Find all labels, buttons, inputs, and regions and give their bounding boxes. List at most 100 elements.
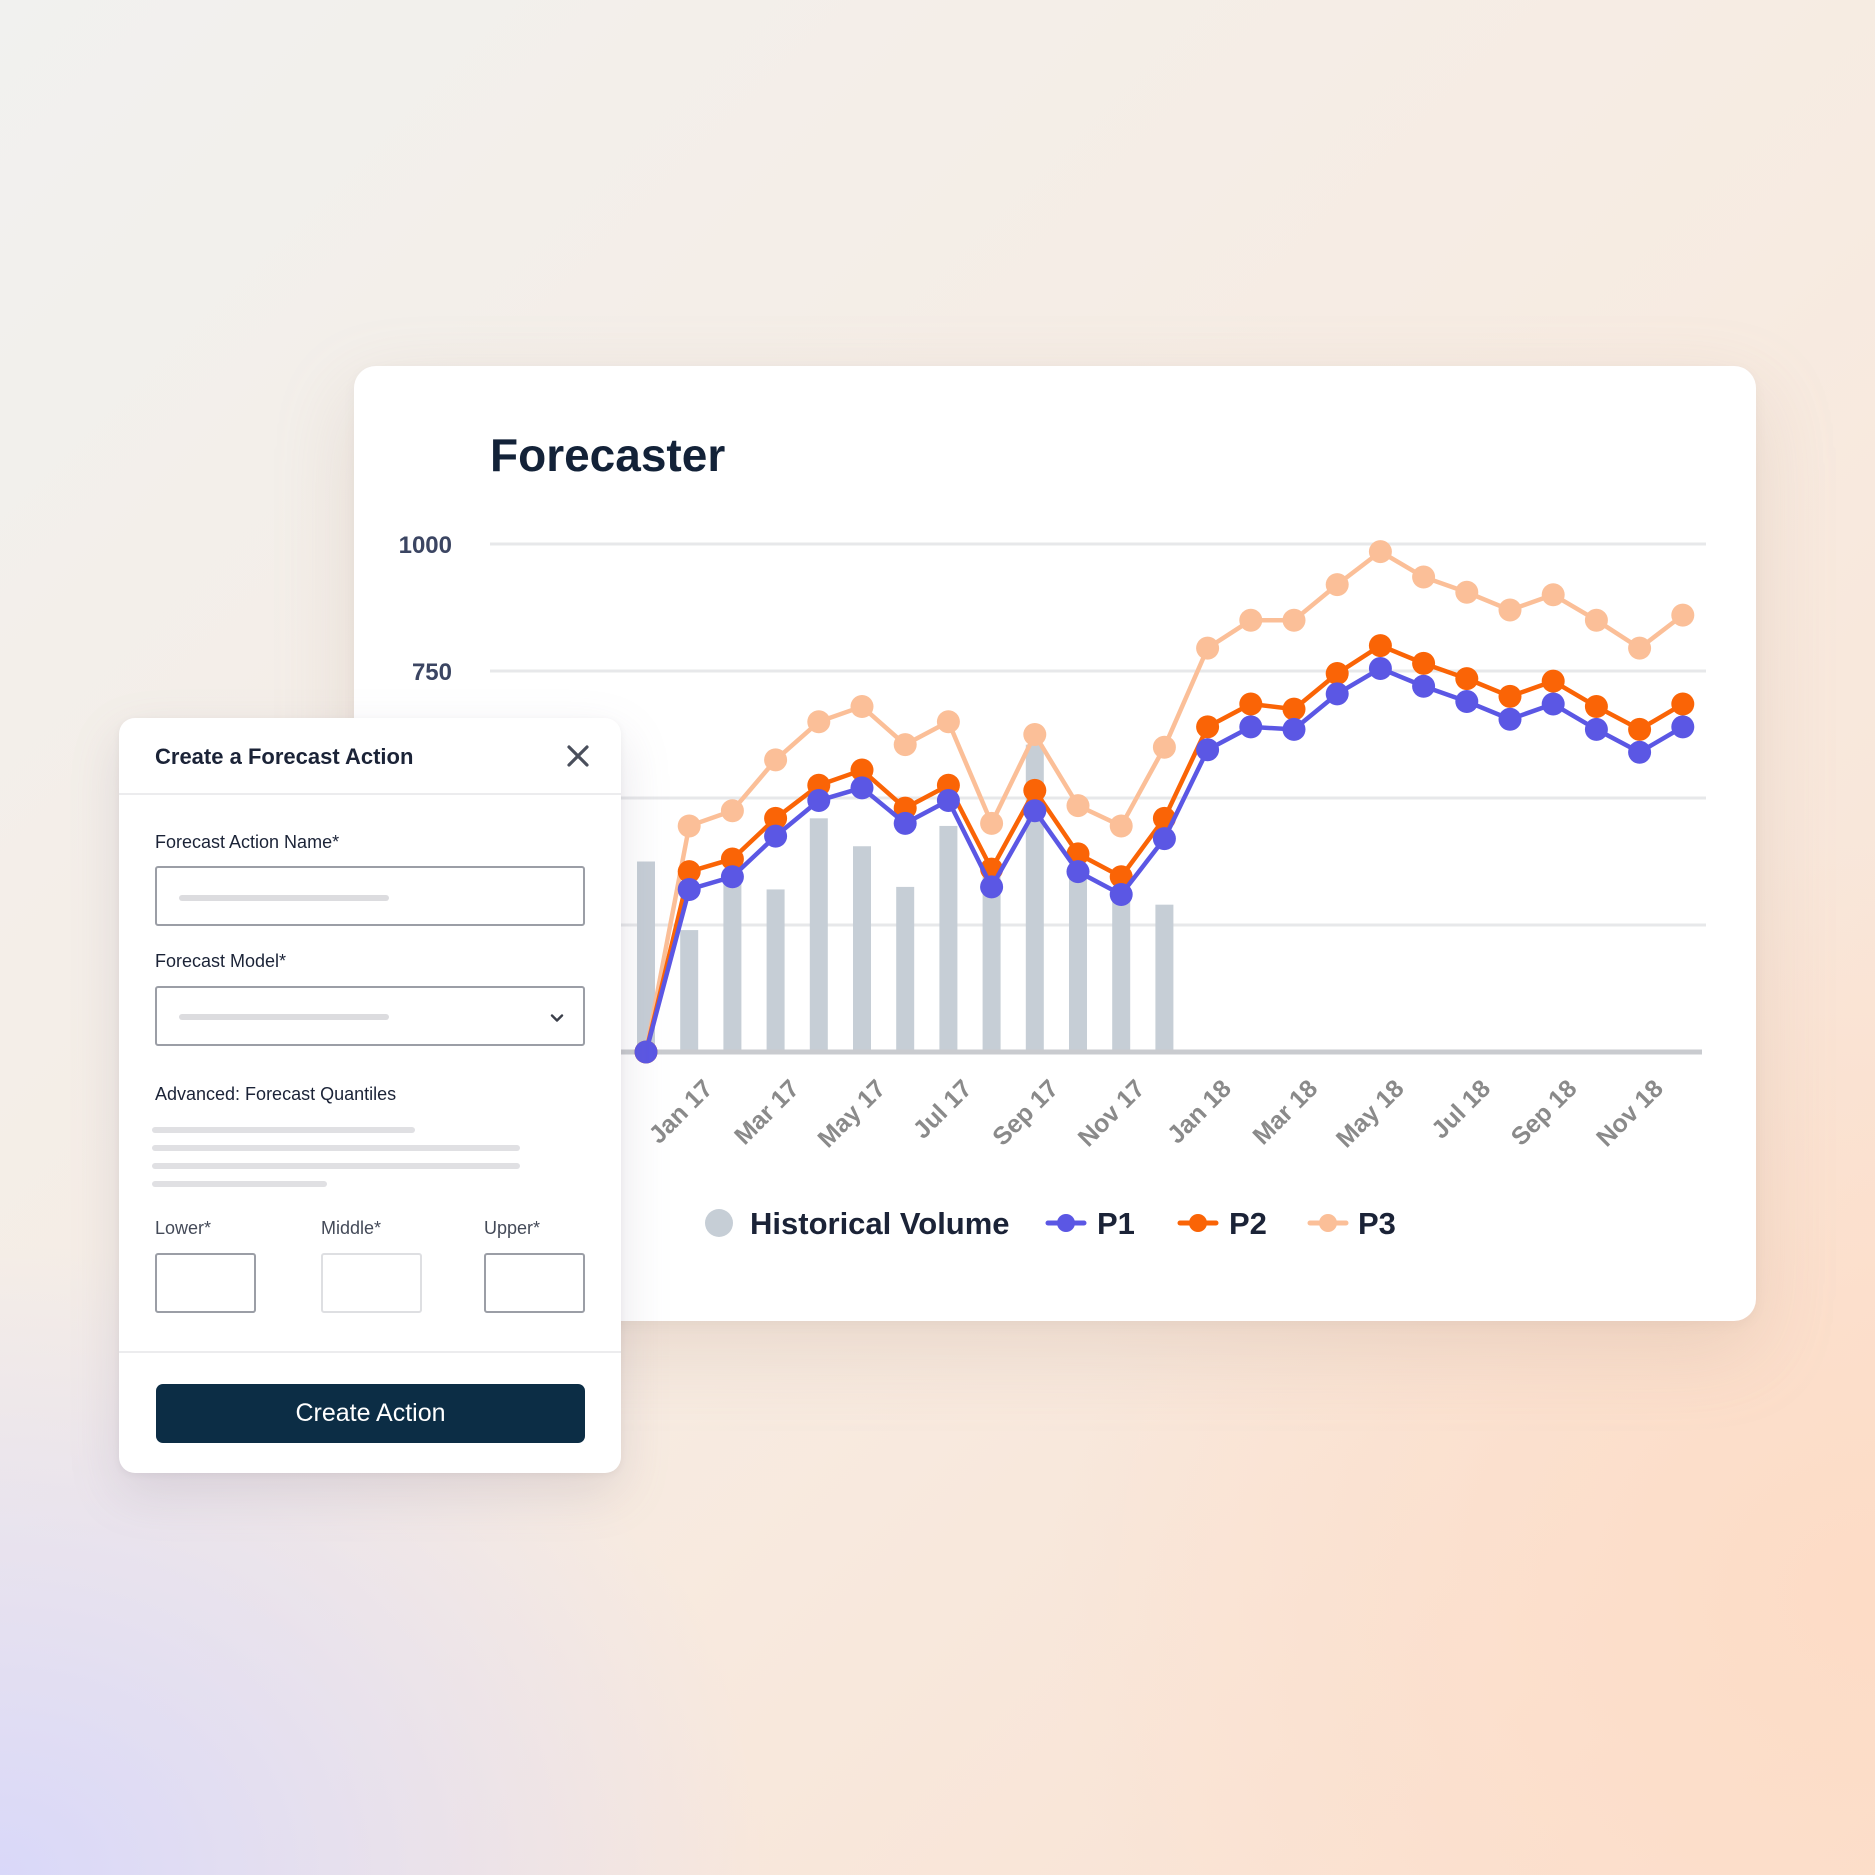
description-line bbox=[152, 1163, 520, 1169]
data-point-p3 bbox=[1023, 723, 1047, 746]
create-forecast-action-dialog: Create a Forecast Action Forecast Action… bbox=[119, 718, 621, 1473]
data-point-p1 bbox=[1368, 656, 1392, 680]
x-tick-label: Sep 17 bbox=[987, 1074, 1064, 1151]
data-point-p2 bbox=[764, 806, 788, 830]
x-tick-label: Sep 18 bbox=[1506, 1074, 1583, 1151]
data-point-p3 bbox=[720, 799, 744, 823]
x-tick-label: Nov 17 bbox=[1073, 1074, 1151, 1152]
data-point-p2 bbox=[720, 847, 744, 871]
data-point-p3 bbox=[1412, 565, 1436, 589]
middle-label: Middle* bbox=[321, 1218, 382, 1238]
dialog-title: Create a Forecast Action bbox=[155, 744, 414, 769]
chevron-down-icon bbox=[550, 1014, 564, 1022]
data-point-p2 bbox=[850, 758, 874, 782]
x-tick-label: Mar 18 bbox=[1247, 1074, 1323, 1150]
x-tick-label: Jul 18 bbox=[1426, 1074, 1496, 1144]
x-tick-label: Jul 17 bbox=[908, 1074, 978, 1144]
data-point-p1 bbox=[677, 877, 701, 901]
data-point-p1 bbox=[1584, 717, 1608, 741]
data-point-p3 bbox=[850, 695, 874, 719]
x-tick-label: Nov 18 bbox=[1591, 1074, 1669, 1152]
data-point-p2 bbox=[1455, 667, 1479, 691]
close-icon[interactable] bbox=[565, 743, 591, 769]
lower-label: Lower* bbox=[155, 1218, 212, 1238]
lower-quantile-input[interactable] bbox=[155, 1253, 256, 1313]
create-action-button[interactable]: Create Action bbox=[156, 1384, 585, 1443]
data-point-p1 bbox=[1325, 682, 1349, 706]
data-point-p2 bbox=[1541, 669, 1565, 693]
data-point-p3 bbox=[1368, 540, 1392, 564]
advanced-quantiles-label: Advanced: Forecast Quantiles bbox=[155, 1084, 397, 1104]
data-point-p2 bbox=[1584, 695, 1608, 719]
data-point-p3 bbox=[1671, 603, 1695, 627]
data-point-p3 bbox=[1066, 794, 1090, 818]
data-point-p3 bbox=[1584, 608, 1608, 632]
data-point-p1 bbox=[850, 776, 874, 800]
data-point-p2 bbox=[1498, 684, 1522, 708]
x-tick-label: May 18 bbox=[1331, 1074, 1410, 1153]
data-point-p2 bbox=[1412, 651, 1436, 675]
upper-label: Upper* bbox=[484, 1218, 541, 1238]
description-line bbox=[152, 1127, 415, 1133]
x-tick-label: Jan 17 bbox=[644, 1074, 719, 1149]
legend-label: P1 bbox=[1097, 1206, 1135, 1241]
data-point-p3 bbox=[936, 710, 960, 734]
data-point-p3 bbox=[893, 733, 917, 757]
volume-bar bbox=[982, 876, 1001, 1052]
volume-bar bbox=[1155, 904, 1174, 1052]
legend-label: Historical Volume bbox=[750, 1206, 1010, 1241]
legend-swatch-p2 bbox=[1177, 1214, 1219, 1232]
data-point-p1 bbox=[1196, 738, 1220, 762]
x-tick-label: Mar 17 bbox=[729, 1074, 805, 1150]
data-point-p3 bbox=[677, 814, 701, 838]
data-point-p1 bbox=[634, 1040, 658, 1064]
volume-bar bbox=[766, 889, 785, 1052]
forecast-model-label: Forecast Model* bbox=[155, 951, 287, 971]
middle-quantile-input[interactable] bbox=[321, 1253, 422, 1313]
volume-bar bbox=[637, 861, 655, 1052]
upper-quantile-input[interactable] bbox=[484, 1253, 585, 1313]
data-point-p1 bbox=[1152, 827, 1176, 851]
data-point-p2 bbox=[1023, 778, 1047, 802]
data-point-p1 bbox=[1239, 715, 1263, 739]
volume-bar bbox=[853, 846, 871, 1052]
data-point-p1 bbox=[1455, 689, 1479, 713]
data-point-p2 bbox=[1066, 842, 1090, 866]
data-point-p1 bbox=[936, 789, 960, 813]
model-select-placeholder bbox=[179, 1014, 389, 1020]
legend-swatch-p3 bbox=[1307, 1214, 1349, 1232]
y-tick-label: 1000 bbox=[399, 532, 452, 559]
legend-label: P2 bbox=[1229, 1206, 1267, 1241]
data-point-p3 bbox=[1325, 573, 1349, 597]
volume-bar bbox=[809, 818, 828, 1052]
legend-swatch-historical-volume bbox=[705, 1209, 733, 1237]
data-point-p2 bbox=[1282, 697, 1306, 721]
data-point-p1 bbox=[1541, 692, 1565, 716]
data-point-p1 bbox=[1412, 674, 1436, 698]
data-point-p3 bbox=[764, 748, 788, 772]
data-point-p3 bbox=[1109, 814, 1133, 838]
data-point-p2 bbox=[1628, 717, 1652, 741]
dialog-header: Create a Forecast Action bbox=[119, 718, 621, 795]
volume-bar bbox=[1112, 886, 1131, 1052]
forecast-action-name-input[interactable] bbox=[155, 866, 585, 926]
volume-bar bbox=[723, 881, 742, 1052]
data-point-p1 bbox=[720, 865, 744, 889]
legend-swatch-p1 bbox=[1045, 1214, 1087, 1232]
volume-bar bbox=[939, 825, 958, 1052]
legend-swatch-dot bbox=[1319, 1214, 1337, 1232]
volume-bar bbox=[896, 886, 915, 1052]
data-point-p1 bbox=[1282, 717, 1306, 741]
chart-title: Forecaster bbox=[490, 429, 725, 481]
x-tick-label: Jan 18 bbox=[1162, 1074, 1237, 1149]
data-point-p2 bbox=[1368, 634, 1392, 658]
x-tick-label: May 17 bbox=[812, 1074, 891, 1153]
data-point-p1 bbox=[980, 875, 1004, 899]
legend-swatch-dot bbox=[1189, 1214, 1207, 1232]
data-point-p3 bbox=[1455, 580, 1479, 604]
data-point-p1 bbox=[1628, 740, 1652, 764]
forecast-model-select[interactable] bbox=[155, 986, 585, 1046]
dialog-footer-divider bbox=[119, 1351, 621, 1353]
data-point-p1 bbox=[764, 824, 788, 848]
data-point-p3 bbox=[1196, 636, 1220, 660]
